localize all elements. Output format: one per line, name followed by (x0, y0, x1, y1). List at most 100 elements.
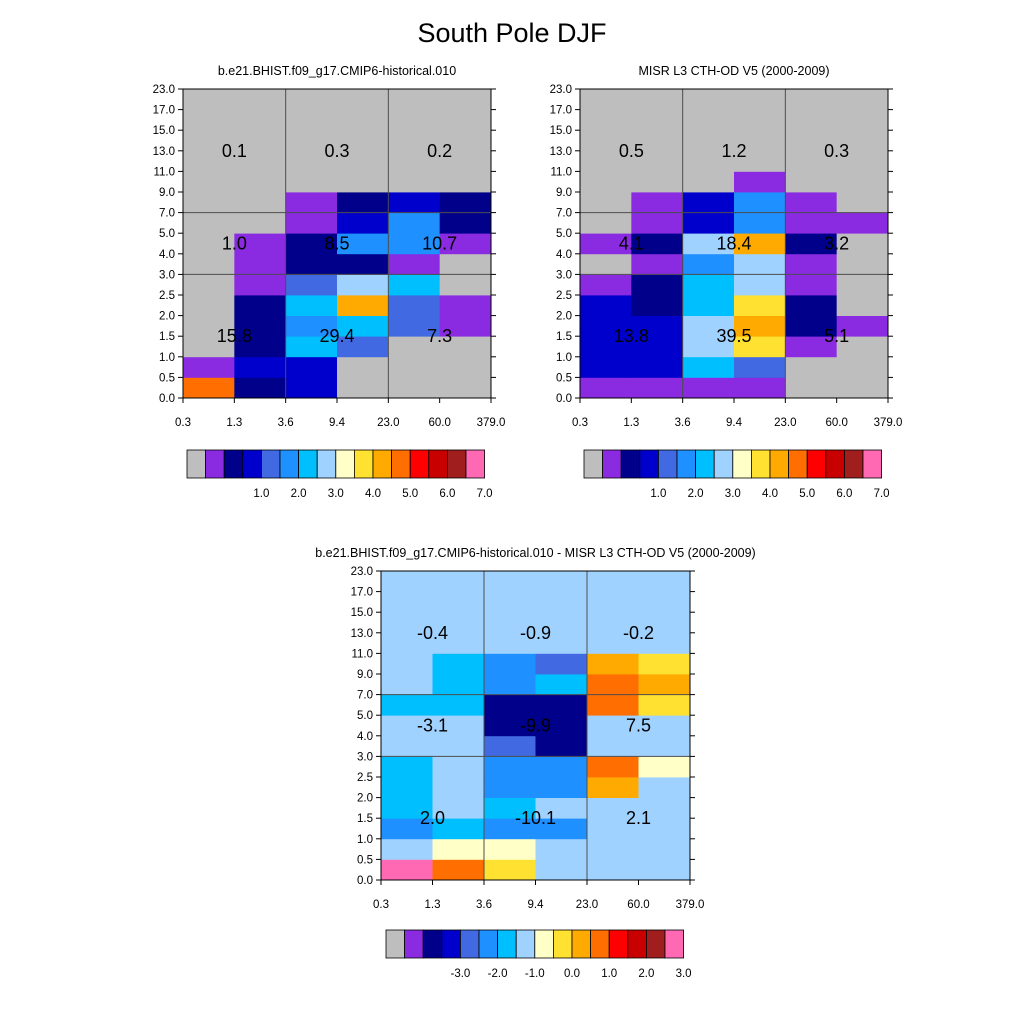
heatmap-cell (682, 356, 735, 378)
x-tick-label: 379.0 (676, 899, 705, 911)
heatmap-cell (785, 253, 838, 275)
heatmap-cell (285, 356, 338, 378)
heatmap-cell (682, 192, 735, 213)
block-value: -0.2 (623, 623, 654, 643)
heatmap-cell (285, 150, 338, 172)
heatmap-cell (785, 356, 838, 378)
heatmap-cell (285, 192, 338, 213)
colorbar-box (627, 929, 647, 959)
colorbar-label: 4.0 (365, 488, 381, 500)
heatmap-cell (836, 109, 889, 131)
heatmap-cell (432, 797, 485, 819)
colorbar-box (658, 449, 678, 479)
colorbar-label: 1.0 (650, 488, 666, 500)
y-tick-label: 1.5 (159, 331, 175, 343)
heatmap-cell (535, 859, 588, 881)
heatmap-cell (337, 130, 389, 152)
heatmap-cell (381, 859, 433, 881)
block-value: 2.1 (626, 808, 651, 828)
colorbar-box (553, 929, 573, 959)
x-tick-label: 60.0 (627, 899, 649, 911)
colorbar-box (409, 449, 430, 479)
colorbar-box (646, 929, 666, 959)
heatmap-cell (484, 694, 536, 716)
heatmap-cell (234, 109, 287, 131)
heatmap-cell (785, 315, 838, 337)
block-value: 1.2 (721, 141, 746, 161)
heatmap-cell (234, 89, 287, 110)
heatmap-cell (484, 838, 536, 860)
colorbar-box (825, 449, 845, 479)
heatmap-cell (381, 612, 433, 634)
heatmap-cell (337, 89, 389, 110)
heatmap-cell (682, 336, 735, 358)
heatmap-cell (785, 89, 838, 110)
heatmap-cell (285, 336, 338, 358)
y-tick-label: 4.0 (556, 249, 572, 261)
heatmap-cell (285, 212, 338, 234)
colorbar-box (534, 929, 554, 959)
block-value: 5.1 (824, 326, 849, 346)
heatmap-cell (580, 89, 632, 110)
heatmap-cell (580, 192, 632, 213)
y-tick-label: 1.5 (357, 813, 373, 825)
y-tick-label: 1.5 (556, 331, 572, 343)
heatmap-cell (587, 838, 639, 860)
heatmap-cell (381, 756, 433, 778)
heatmap-cell (234, 212, 287, 234)
heatmap-cell (285, 253, 338, 275)
colorbar-box (590, 929, 610, 959)
heatmap-cell (638, 612, 691, 634)
y-tick-label: 7.0 (357, 690, 373, 702)
colorbar-label: 1.0 (601, 968, 617, 980)
heatmap-cell (439, 356, 492, 378)
colorbar-box (608, 929, 629, 959)
heatmap-cell (734, 356, 786, 378)
y-tick-label: 0.0 (357, 875, 373, 887)
colorbar-box (478, 929, 499, 959)
heatmap-cell (337, 295, 389, 316)
heatmap-cell (836, 150, 889, 172)
colorbar-box (732, 449, 752, 479)
block-value: 0.1 (222, 141, 247, 161)
heatmap-cell (785, 171, 838, 193)
y-tick-label: 23.0 (550, 84, 572, 96)
heatmap-cell (682, 109, 735, 131)
heatmap-cell (682, 295, 735, 316)
heatmap-cell (388, 274, 441, 296)
colorbar-box (620, 449, 641, 479)
heatmap-cell (234, 336, 287, 358)
x-tick-label: 1.3 (623, 417, 639, 429)
colorbar-label: 6.0 (836, 488, 852, 500)
heatmap-cell (535, 674, 588, 695)
colorbar-box (862, 449, 883, 479)
heatmap-cell (183, 150, 235, 172)
colorbar-box (298, 449, 318, 479)
colorbar-box (316, 449, 337, 479)
heatmap-cell (785, 336, 838, 358)
heatmap-cell (285, 109, 338, 131)
heatmap-cell (439, 171, 492, 193)
heatmap-cell (234, 192, 287, 213)
heatmap-cell (836, 315, 889, 337)
colorbar-box (602, 449, 622, 479)
heatmap-cell (587, 735, 639, 757)
heatmap-cell (439, 253, 492, 275)
x-tick-label: 9.4 (726, 417, 743, 429)
colorbar-box (279, 449, 300, 479)
y-tick-label: 15.0 (153, 125, 175, 137)
x-tick-label: 9.4 (528, 899, 545, 911)
heatmap-cell (234, 233, 287, 255)
heatmap-cell (734, 109, 786, 131)
heatmap-cell (631, 336, 684, 358)
heatmap-cell (535, 612, 588, 634)
heatmap-cell (631, 212, 684, 234)
heatmap-cell (285, 295, 338, 316)
y-tick-label: 0.0 (159, 393, 175, 405)
heatmap-cell (631, 130, 684, 152)
heatmap-cell (682, 130, 735, 152)
heatmap-cell (682, 233, 735, 255)
heatmap-cell (587, 777, 639, 798)
heatmap-cell (439, 109, 492, 131)
y-tick-label: 0.0 (556, 393, 572, 405)
